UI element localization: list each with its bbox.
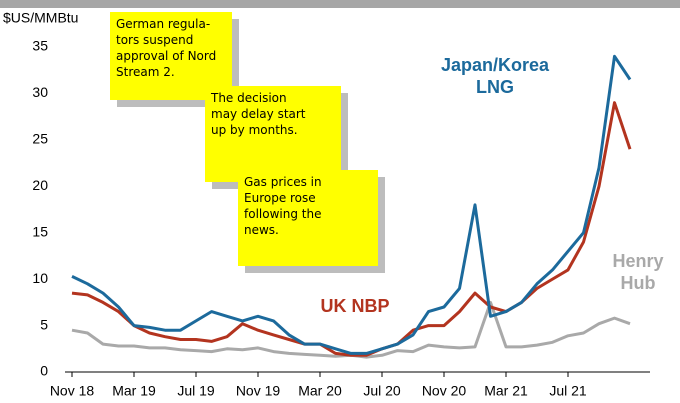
annotation-line: Gas prices in	[244, 175, 322, 189]
x-tick-label: Nov 20	[422, 383, 467, 399]
y-tick-label: 10	[32, 270, 48, 286]
y-tick-label: 20	[32, 177, 48, 193]
series-label: UK NBP	[320, 296, 390, 316]
x-tick-label: Mar 21	[484, 383, 528, 399]
y-tick-label: 30	[32, 84, 48, 100]
annotation-line: Europe rose	[244, 191, 316, 205]
x-tick-label: Jul 19	[177, 383, 215, 399]
annotation-line: tors suspend	[116, 33, 194, 47]
annotation-line: news.	[244, 223, 279, 237]
y-tick-label: 0	[40, 363, 48, 379]
annotation-line: Stream 2.	[116, 65, 175, 79]
y-axis-label: $US/MMBtu	[3, 10, 78, 26]
annotation: The decision may delay start up by months.	[205, 86, 341, 182]
series-line	[71, 54, 632, 355]
annotation: German regula-tors suspend approval of No…	[110, 12, 232, 100]
y-tick-label: 25	[32, 131, 48, 147]
y-tick-label: 35	[32, 38, 48, 54]
annotation-line: The decision	[211, 91, 287, 105]
annotation-line: following the	[244, 207, 322, 221]
annotation-line: may delay start	[211, 107, 306, 121]
y-tick-label: 5	[40, 316, 48, 332]
annotation-line: German regula-	[116, 17, 211, 31]
x-tick-label: Nov 18	[50, 383, 95, 399]
x-tick-label: Jul 20	[363, 383, 401, 399]
series-label: Japan/Korea LNG	[440, 55, 550, 97]
x-tick-label: Mar 19	[112, 383, 156, 399]
annotation-line: approval of Nord	[116, 49, 217, 63]
annotation-line: up by months.	[211, 123, 298, 137]
top-bar	[0, 0, 680, 8]
annotation: Gas prices in Europe rose following the new…	[238, 170, 378, 266]
x-tick-label: Jul 21	[549, 383, 587, 399]
x-tick-label: Nov 19	[236, 383, 281, 399]
x-tick-label: Mar 20	[298, 383, 342, 399]
series-line	[71, 101, 632, 357]
y-tick-label: 15	[32, 223, 48, 239]
series-label: Henry Hub	[612, 251, 664, 293]
